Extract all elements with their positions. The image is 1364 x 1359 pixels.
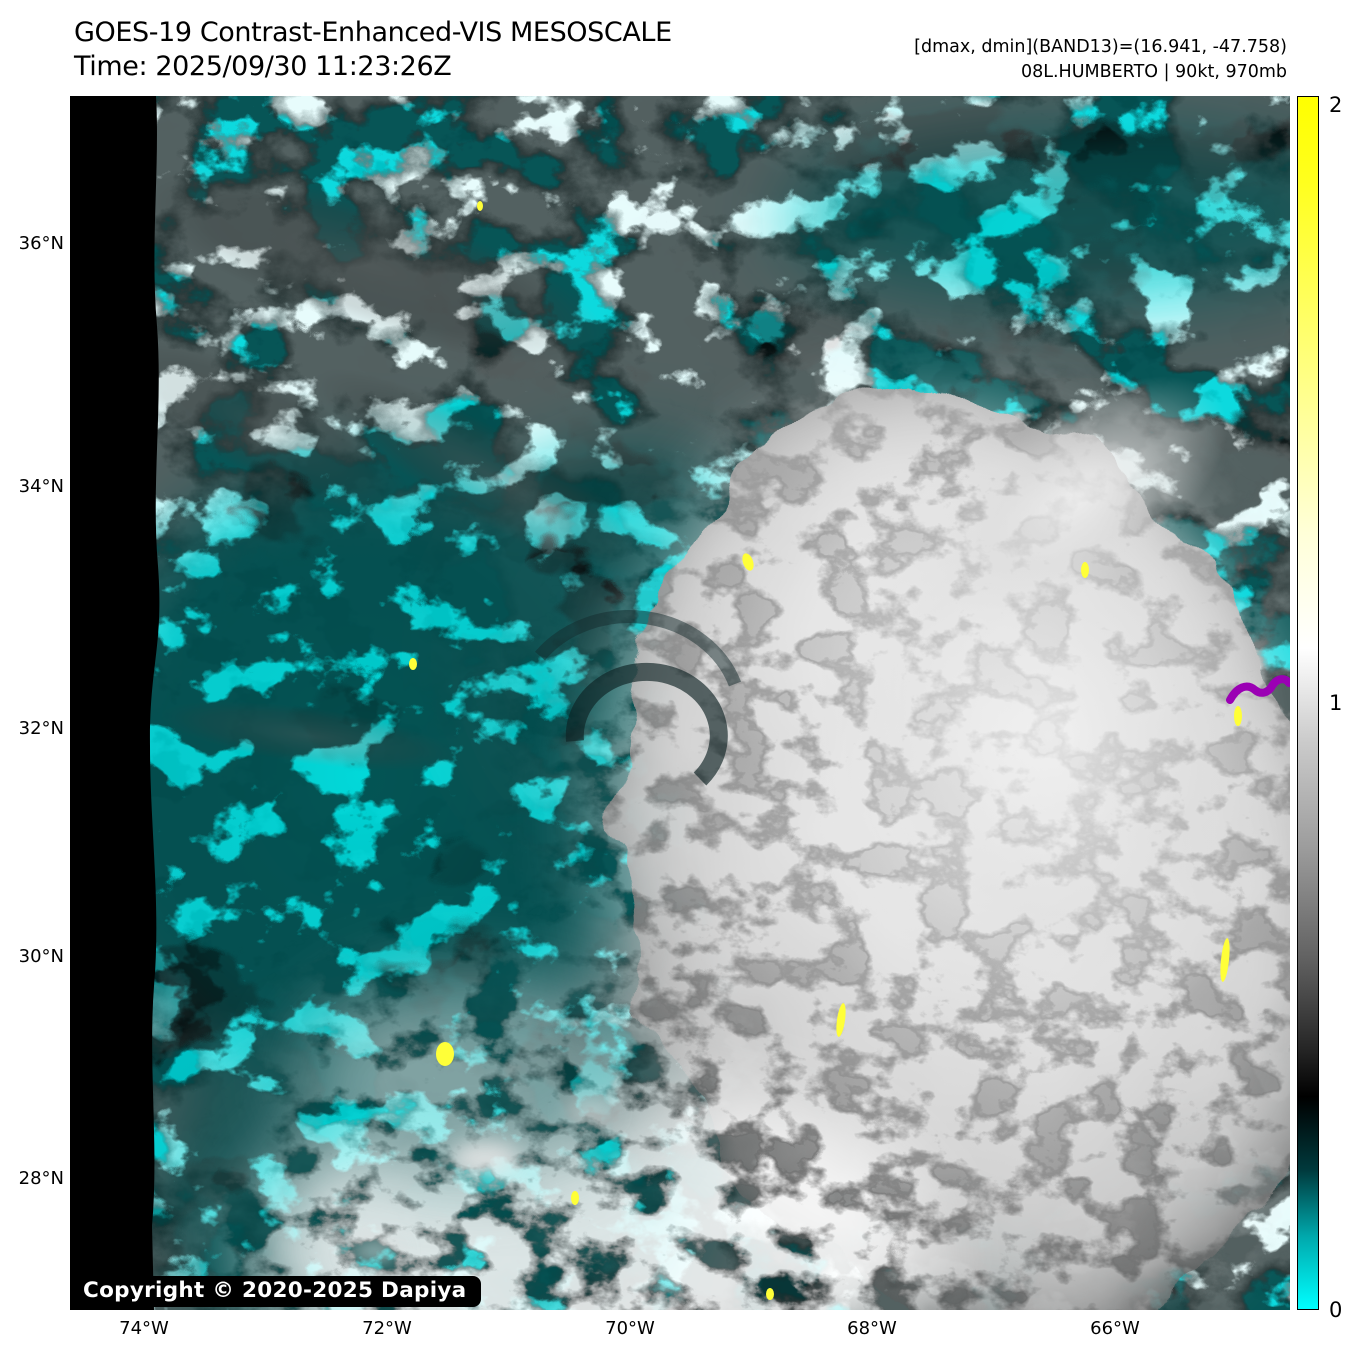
colorbar-tick-0: 0 <box>1329 1298 1343 1322</box>
lon-label-68w: 68°W <box>847 1318 897 1339</box>
lat-label-36n: 36°N <box>18 233 64 254</box>
lat-label-30n: 30°N <box>18 946 64 967</box>
no-data-band <box>70 96 160 1310</box>
header: GOES-19 Contrast-Enhanced-VIS MESOSCALE … <box>74 16 672 84</box>
lon-label-74w: 74°W <box>119 1318 169 1339</box>
colorbar-tick-2: 2 <box>1329 93 1343 117</box>
lon-label-70w: 70°W <box>605 1318 655 1339</box>
band-stats-label: [dmax, dmin](BAND13)=(16.941, -47.758) <box>914 37 1287 57</box>
colorbar-gradient <box>1297 96 1319 1310</box>
yellow-highlights <box>409 201 1242 1300</box>
lon-label-66w: 66°W <box>1090 1318 1140 1339</box>
satellite-map: Copyright © 2020-2025 Dapiya <box>70 96 1290 1310</box>
lat-label-34n: 34°N <box>18 476 64 497</box>
colorbar-tick-1: 1 <box>1329 691 1343 715</box>
lon-label-72w: 72°W <box>362 1318 412 1339</box>
info-block: [dmax, dmin](BAND13)=(16.941, -47.758) 0… <box>914 35 1287 85</box>
cloud-layers <box>70 96 1290 1310</box>
magenta-marker <box>1226 675 1290 704</box>
lat-label-28n: 28°N <box>18 1168 64 1189</box>
satellite-cloud-imagery <box>70 96 1290 1310</box>
copyright-badge: Copyright © 2020-2025 Dapiya <box>72 1276 481 1307</box>
timestamp-label: Time: 2025/09/30 11:23:26Z <box>74 51 452 82</box>
storm-status-label: 08L.HUMBERTO | 90kt, 970mb <box>1020 62 1287 82</box>
lat-label-32n: 32°N <box>18 718 64 739</box>
page-title: GOES-19 Contrast-Enhanced-VIS MESOSCALE <box>74 17 672 48</box>
